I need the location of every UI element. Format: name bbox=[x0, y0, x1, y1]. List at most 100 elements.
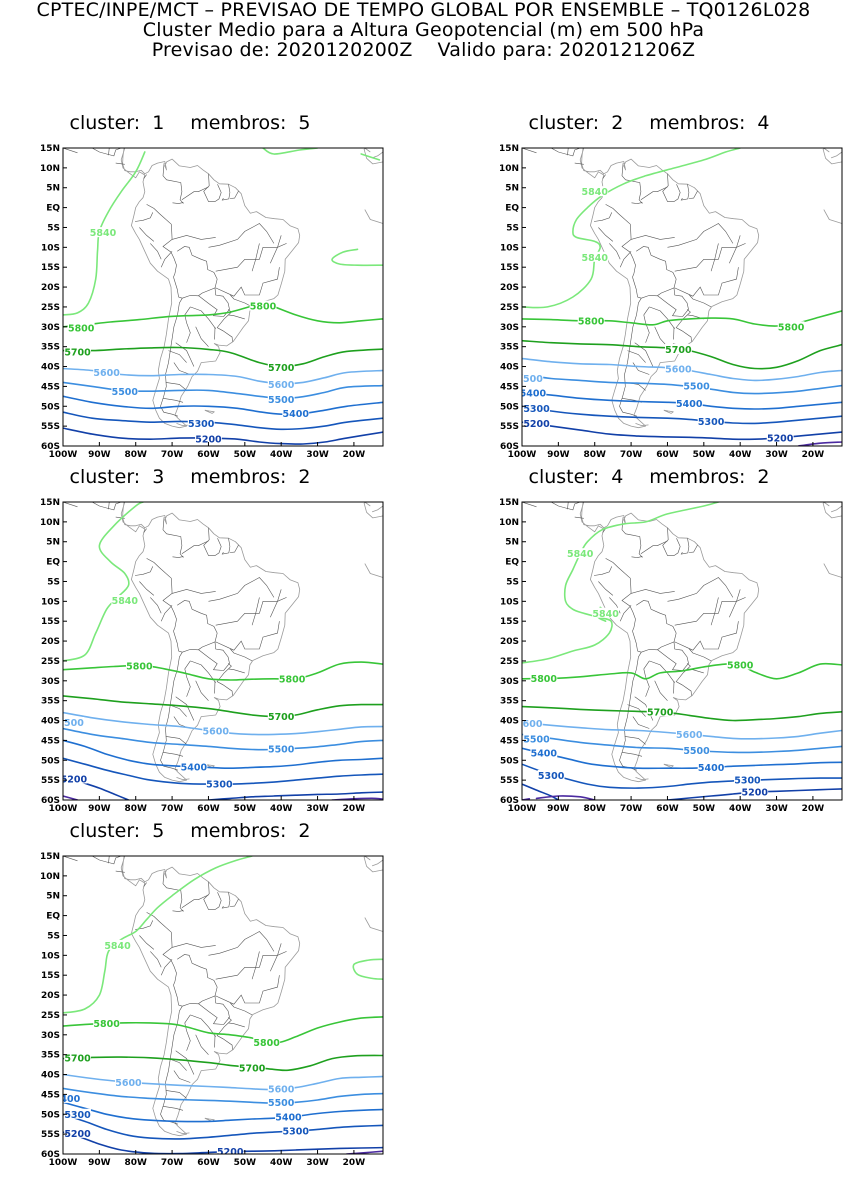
country-border bbox=[252, 597, 259, 625]
contour-label: 5500 bbox=[112, 387, 139, 398]
contour-5500 bbox=[63, 1088, 383, 1103]
coastline bbox=[636, 777, 649, 779]
lon-tick-label: 80W bbox=[125, 804, 148, 814]
country-border bbox=[551, 148, 580, 156]
country-border bbox=[174, 277, 183, 298]
contour-5300 bbox=[63, 1114, 383, 1139]
country-border bbox=[182, 633, 217, 652]
contour-5600 bbox=[63, 1075, 383, 1090]
contour-label: 5500 bbox=[268, 745, 295, 756]
contour-label: 5300 bbox=[206, 780, 233, 791]
country-border bbox=[216, 621, 280, 650]
lon-tick-label: 40W bbox=[270, 450, 293, 460]
country-border bbox=[270, 589, 281, 617]
border-layer bbox=[63, 856, 287, 1124]
coastline-layer bbox=[63, 141, 383, 428]
coastline bbox=[824, 148, 830, 152]
contour-label: 5200 bbox=[742, 788, 769, 799]
country-border bbox=[689, 191, 698, 199]
country-border bbox=[655, 681, 668, 701]
coastline bbox=[664, 764, 674, 767]
country-border bbox=[522, 148, 537, 153]
contour-label: 5600 bbox=[516, 719, 543, 730]
lat-tick-label: 10N bbox=[499, 164, 519, 174]
panel-members-label: membros: bbox=[649, 466, 745, 488]
contour-label: 5700 bbox=[239, 1063, 266, 1074]
lat-tick-label: 55S bbox=[500, 422, 519, 432]
country-border bbox=[163, 932, 177, 985]
country-border bbox=[668, 578, 733, 602]
country-border bbox=[173, 556, 184, 557]
lat-tick-label: 20S bbox=[41, 637, 60, 647]
contour-label: 5600 bbox=[268, 1085, 295, 1096]
country-border bbox=[172, 943, 216, 947]
country-border bbox=[63, 856, 78, 861]
country-border bbox=[173, 202, 184, 203]
lon-tick-label: 80W bbox=[125, 1158, 148, 1168]
country-border bbox=[598, 582, 613, 596]
contour-5200 bbox=[522, 422, 842, 439]
country-border bbox=[92, 502, 121, 510]
country-border bbox=[63, 148, 78, 153]
coastline bbox=[63, 849, 90, 857]
coastline bbox=[823, 502, 842, 518]
country-border bbox=[633, 631, 642, 652]
contour-label: 5500 bbox=[523, 734, 550, 745]
lat-tick-label: 25S bbox=[41, 1011, 60, 1021]
coastline bbox=[63, 141, 67, 148]
lon-tick-label: 70W bbox=[620, 804, 643, 814]
panel-cluster-label: cluster: bbox=[529, 112, 600, 134]
country-border bbox=[139, 228, 154, 242]
coastline-layer bbox=[63, 849, 383, 1136]
contour-label: 5500 bbox=[268, 1098, 295, 1109]
contour-label: 5700 bbox=[268, 363, 295, 374]
country-border bbox=[116, 871, 125, 872]
border-layer bbox=[63, 502, 287, 770]
lat-tick-label: 40S bbox=[500, 717, 519, 727]
contour-label: 5500 bbox=[268, 395, 295, 406]
country-border bbox=[222, 538, 230, 554]
lat-tick-label: 10S bbox=[41, 597, 60, 607]
country-border bbox=[636, 247, 676, 280]
country-border bbox=[190, 307, 215, 329]
lat-tick-label: 5S bbox=[506, 223, 519, 233]
panel-members-label: membros: bbox=[190, 820, 286, 842]
country-border bbox=[681, 538, 689, 554]
lat-tick-label: 5N bbox=[46, 184, 60, 194]
contour-label: 5800 bbox=[93, 1019, 120, 1030]
lat-tick-label: 45S bbox=[41, 382, 60, 392]
coastline bbox=[831, 506, 842, 512]
lon-tick-label: 80W bbox=[584, 804, 607, 814]
panel-members-count: 5 bbox=[298, 112, 310, 134]
contour-label: 5400 bbox=[283, 409, 310, 420]
contour-label: 5800 bbox=[126, 662, 153, 673]
contour-label: 5200 bbox=[523, 419, 550, 430]
country-border bbox=[182, 987, 217, 1006]
coastline bbox=[177, 777, 190, 779]
country-border bbox=[216, 951, 287, 979]
lat-tick-label: 35S bbox=[41, 1051, 60, 1061]
contour-label: 5840 bbox=[104, 941, 131, 952]
country-border bbox=[668, 224, 733, 248]
contour-label: 5800 bbox=[778, 322, 805, 333]
country-border bbox=[150, 951, 161, 967]
country-border bbox=[229, 1023, 245, 1027]
panel-cluster-label: cluster: bbox=[529, 466, 600, 488]
contour-5840 bbox=[361, 154, 379, 160]
contour-label: 5700 bbox=[64, 347, 91, 358]
coastline bbox=[365, 502, 371, 506]
country-border bbox=[209, 224, 274, 248]
lon-tick-label: 50W bbox=[234, 804, 257, 814]
contour-label: 5400 bbox=[531, 749, 558, 760]
coastline bbox=[522, 141, 549, 149]
country-border bbox=[209, 578, 274, 602]
contour-label: 5800 bbox=[578, 317, 605, 328]
lat-tick-label: 15S bbox=[500, 263, 519, 273]
lon-tick-label: 20W bbox=[343, 804, 366, 814]
country-border bbox=[633, 277, 642, 298]
lat-tick-label: 10S bbox=[41, 243, 60, 253]
map-frame bbox=[522, 502, 842, 800]
country-border bbox=[174, 631, 183, 652]
lat-tick-label: 10S bbox=[41, 951, 60, 961]
